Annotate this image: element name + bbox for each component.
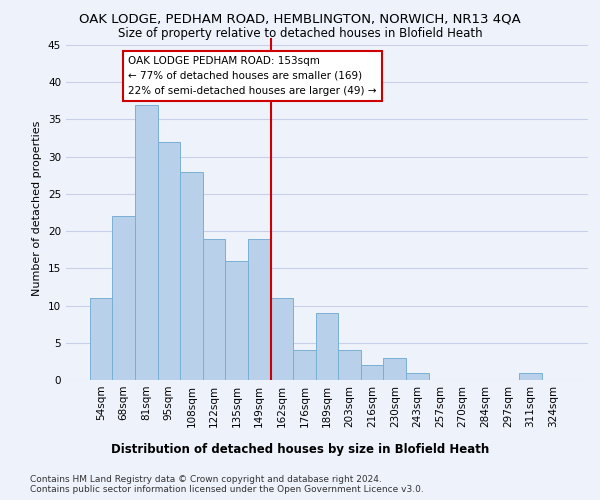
Bar xyxy=(226,261,248,380)
Bar xyxy=(383,358,406,380)
Bar xyxy=(203,238,226,380)
Bar xyxy=(519,372,542,380)
Bar xyxy=(135,104,158,380)
Text: Contains public sector information licensed under the Open Government Licence v3: Contains public sector information licen… xyxy=(30,485,424,494)
Bar xyxy=(293,350,316,380)
Bar xyxy=(158,142,180,380)
Text: Distribution of detached houses by size in Blofield Heath: Distribution of detached houses by size … xyxy=(111,442,489,456)
Text: OAK LODGE PEDHAM ROAD: 153sqm
← 77% of detached houses are smaller (169)
22% of : OAK LODGE PEDHAM ROAD: 153sqm ← 77% of d… xyxy=(128,56,377,96)
Bar xyxy=(271,298,293,380)
Bar xyxy=(112,216,135,380)
Y-axis label: Number of detached properties: Number of detached properties xyxy=(32,121,43,296)
Bar xyxy=(406,372,428,380)
Bar xyxy=(90,298,112,380)
Text: OAK LODGE, PEDHAM ROAD, HEMBLINGTON, NORWICH, NR13 4QA: OAK LODGE, PEDHAM ROAD, HEMBLINGTON, NOR… xyxy=(79,12,521,26)
Bar xyxy=(338,350,361,380)
Bar xyxy=(248,238,271,380)
Text: Size of property relative to detached houses in Blofield Heath: Size of property relative to detached ho… xyxy=(118,28,482,40)
Bar xyxy=(180,172,203,380)
Bar xyxy=(361,365,383,380)
Text: Contains HM Land Registry data © Crown copyright and database right 2024.: Contains HM Land Registry data © Crown c… xyxy=(30,475,382,484)
Bar xyxy=(316,313,338,380)
